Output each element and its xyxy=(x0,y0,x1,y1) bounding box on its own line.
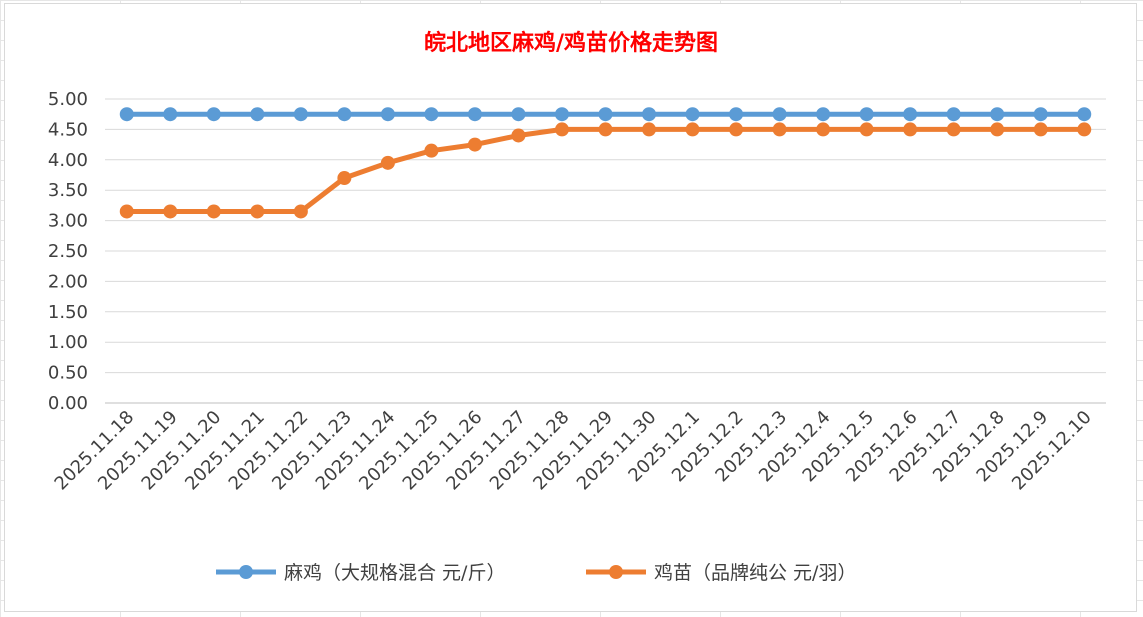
data-point xyxy=(903,107,918,122)
y-tick-label: 0.50 xyxy=(48,363,88,384)
data-point xyxy=(511,107,526,122)
data-point xyxy=(685,107,700,122)
data-point xyxy=(772,122,787,137)
data-point xyxy=(424,143,439,158)
data-point xyxy=(685,122,700,137)
legend: 麻鸡（大规格混合 元/斤） 鸡苗（品牌纯公 元/羽） xyxy=(216,562,856,584)
data-point xyxy=(119,204,134,219)
data-point xyxy=(598,122,613,137)
legend-marker xyxy=(239,565,253,579)
data-point xyxy=(293,204,308,219)
series-line xyxy=(124,126,1087,214)
data-point xyxy=(1077,107,1092,122)
y-tick-label: 1.00 xyxy=(48,332,88,353)
data-point xyxy=(206,107,221,122)
legend-marker xyxy=(609,565,623,579)
data-point xyxy=(729,122,744,137)
data-point xyxy=(554,122,569,137)
legend-label: 鸡苗（品牌纯公 元/羽） xyxy=(654,562,856,584)
y-tick-label: 4.50 xyxy=(48,119,88,140)
data-point xyxy=(816,122,831,137)
data-point xyxy=(337,171,352,186)
data-point xyxy=(642,122,657,137)
data-point xyxy=(1077,122,1092,137)
data-point xyxy=(772,107,787,122)
y-tick-label: 2.00 xyxy=(48,271,88,292)
data-point xyxy=(250,107,265,122)
data-point xyxy=(206,204,221,219)
y-tick-label: 2.50 xyxy=(48,241,88,262)
y-tick-label: 3.00 xyxy=(48,211,88,232)
series-lines xyxy=(119,107,1092,219)
data-point xyxy=(511,128,526,143)
chart-title: 皖北地区麻鸡/鸡苗价格走势图 xyxy=(424,30,718,56)
y-tick-label: 0.00 xyxy=(48,393,88,414)
y-tick-label: 5.00 xyxy=(48,89,88,110)
data-point xyxy=(859,122,874,137)
legend-label: 麻鸡（大规格混合 元/斤） xyxy=(284,562,505,584)
data-point xyxy=(424,107,439,122)
data-point xyxy=(642,107,657,122)
data-point xyxy=(729,107,744,122)
y-axis-ticks: 0.00 0.50 1.00 1.50 2.00 2.50 3.00 3.50 4.00 4.50… xyxy=(48,89,88,414)
chart-frame[interactable] xyxy=(4,3,1137,612)
data-point xyxy=(119,107,134,122)
data-point xyxy=(554,107,569,122)
data-point xyxy=(467,107,482,122)
data-point xyxy=(163,107,178,122)
series-1 xyxy=(119,107,1092,122)
data-point xyxy=(859,107,874,122)
gridlines xyxy=(105,98,1106,404)
data-point xyxy=(467,137,482,152)
data-point xyxy=(990,107,1005,122)
x-axis-ticks: 2025.11.182025.11.192025.11.202025.11.21… xyxy=(51,407,1096,495)
data-point xyxy=(598,107,613,122)
y-tick-label: 4.00 xyxy=(48,150,88,171)
data-point xyxy=(903,122,918,137)
legend-item-1: 麻鸡（大规格混合 元/斤） xyxy=(216,562,505,584)
data-point xyxy=(990,122,1005,137)
data-point xyxy=(1033,107,1048,122)
data-point xyxy=(946,107,961,122)
y-tick-label: 1.50 xyxy=(48,302,88,323)
data-point xyxy=(946,122,961,137)
data-point xyxy=(380,107,395,122)
data-point xyxy=(163,204,178,219)
legend-item-2: 鸡苗（品牌纯公 元/羽） xyxy=(586,562,856,584)
data-point xyxy=(816,107,831,122)
data-point xyxy=(293,107,308,122)
series-2 xyxy=(119,122,1092,219)
data-point xyxy=(1033,122,1048,137)
data-point xyxy=(250,204,265,219)
y-tick-label: 3.50 xyxy=(48,180,88,201)
data-point xyxy=(380,155,395,170)
data-point xyxy=(337,107,352,122)
